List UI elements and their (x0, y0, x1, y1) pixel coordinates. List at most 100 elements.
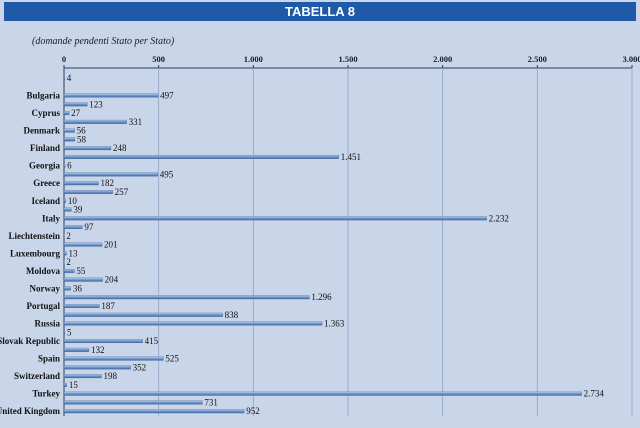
data-label: 1.451 (341, 152, 361, 162)
category-label: Cyprus (31, 108, 60, 118)
tick-label: 2.000 (433, 54, 452, 64)
category-label: Russia (34, 319, 60, 329)
category-label: Spain (38, 354, 60, 364)
data-label: 2.734 (584, 389, 605, 399)
bar (63, 286, 71, 291)
category-label: Greece (33, 178, 60, 188)
data-label: 952 (246, 406, 260, 416)
data-label: 15 (69, 380, 79, 390)
data-label: 415 (145, 336, 159, 346)
tick-label: 3.000 (622, 54, 640, 64)
category-label: Turkey (32, 389, 60, 399)
tick-label: 0 (62, 54, 66, 64)
bar (63, 251, 67, 256)
tick-label: 500 (152, 54, 165, 64)
data-label: 5 (67, 327, 72, 337)
bar (63, 172, 158, 177)
category-label: Iceland (31, 196, 60, 206)
bar (63, 356, 164, 361)
tick-label: 1.500 (338, 54, 357, 64)
category-label: Liechtenstein (9, 231, 61, 241)
data-label: 27 (71, 108, 81, 118)
bar (63, 295, 310, 300)
bar (63, 93, 159, 98)
bar (63, 198, 67, 203)
data-label: 204 (105, 275, 119, 285)
data-label: 331 (129, 117, 143, 127)
bar (63, 225, 83, 230)
bar (63, 382, 67, 387)
tick-label: 1.000 (244, 54, 263, 64)
category-label: United Kingdom (0, 406, 60, 416)
bar (63, 102, 88, 107)
bar (63, 119, 127, 124)
category-label: Slovak Republic (0, 336, 60, 346)
bar (63, 339, 143, 344)
data-label: 2 (66, 231, 71, 241)
category-label: Norway (30, 283, 61, 293)
bar (63, 277, 103, 282)
bar (63, 391, 582, 396)
bar (63, 409, 245, 414)
data-label: 55 (76, 266, 86, 276)
category-label: Moldova (26, 266, 61, 276)
data-label: 13 (68, 248, 78, 258)
data-label: 132 (91, 345, 105, 355)
tick-label: 2.500 (528, 54, 547, 64)
bar (63, 268, 75, 273)
data-label: 257 (115, 187, 129, 197)
category-label: Luxembourg (10, 248, 61, 258)
bar (63, 137, 76, 142)
data-label: 36 (73, 283, 83, 293)
data-label: 198 (103, 371, 117, 381)
bar (63, 330, 66, 335)
bar (63, 163, 66, 168)
data-label: 4 (67, 73, 72, 83)
data-label: 39 (73, 205, 83, 215)
bar (63, 128, 75, 133)
bar (63, 76, 65, 80)
category-label: Finland (30, 143, 60, 153)
data-label: 58 (77, 134, 87, 144)
data-label: 97 (84, 222, 94, 232)
bar (63, 321, 323, 326)
category-label: Georgia (29, 161, 60, 171)
bar (63, 374, 102, 379)
category-label: Portugal (27, 301, 61, 311)
data-label: 2.232 (489, 213, 509, 223)
data-label: 1.363 (324, 319, 345, 329)
bar (63, 207, 72, 212)
chart-subtitle: (domande pendenti Stato per Stato) (32, 36, 175, 47)
bar (63, 154, 339, 159)
category-label: Bulgaria (26, 91, 60, 101)
bar (63, 190, 113, 194)
data-label: 123 (89, 99, 103, 109)
data-label: 187 (101, 301, 115, 311)
bar (63, 111, 70, 116)
bar (63, 304, 100, 308)
bar (63, 242, 103, 247)
data-label: 1.296 (311, 292, 332, 302)
data-label: 10 (68, 196, 78, 206)
bar (63, 146, 112, 151)
data-label: 497 (160, 91, 174, 101)
category-label: Denmark (24, 126, 61, 136)
data-label: 731 (204, 397, 218, 407)
data-label: 2 (66, 257, 71, 267)
data-label: 495 (160, 169, 174, 179)
data-label: 6 (67, 161, 72, 171)
data-label: 248 (113, 143, 127, 153)
category-label: Switzerland (14, 371, 60, 381)
bar (63, 312, 223, 317)
bar (63, 216, 487, 221)
data-label: 525 (165, 354, 179, 364)
data-label: 56 (77, 126, 87, 136)
category-label: Italy (42, 213, 61, 223)
chart-title: TABELLA 8 (4, 2, 636, 21)
bar (63, 365, 131, 370)
data-label: 182 (100, 178, 114, 188)
bar (63, 400, 203, 405)
data-label: 201 (104, 240, 118, 250)
